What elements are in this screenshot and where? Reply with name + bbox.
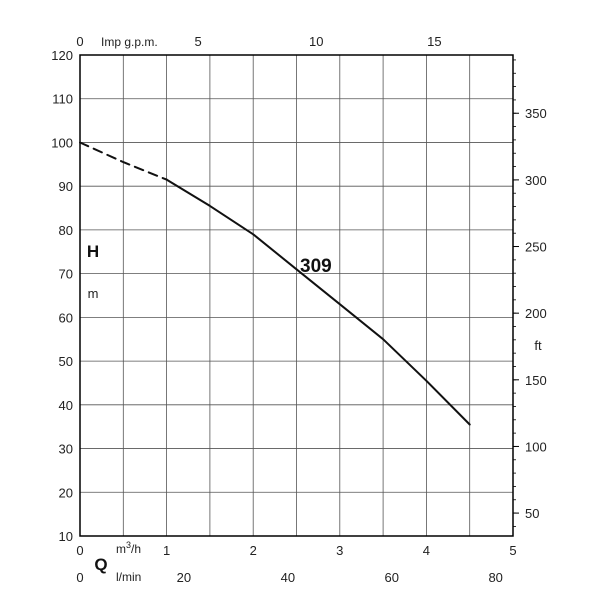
- y-tick-label: 60: [59, 310, 73, 325]
- top-tick-label: 15: [427, 34, 441, 49]
- y-tick-label: 90: [59, 179, 73, 194]
- plot-frame: [79, 54, 514, 537]
- x-tick-label: 0: [76, 543, 83, 558]
- y-tick-label: 30: [59, 442, 73, 457]
- y-tick-label: 10: [59, 529, 73, 544]
- right-tick-label: 300: [525, 173, 547, 188]
- top-tick-label: 5: [194, 34, 201, 49]
- curve-segment-dashed: [79, 141, 168, 181]
- y-tick-label: 20: [59, 485, 73, 500]
- curve-segment-solid: [165, 178, 471, 426]
- top-tick-label: 0: [76, 34, 83, 49]
- right-tick-label: 100: [525, 439, 547, 454]
- y-tick-label: 40: [59, 398, 73, 413]
- x-axis-unit-m3h: m3/h: [116, 540, 141, 556]
- grid: [79, 54, 514, 537]
- y-axis-unit: m: [88, 286, 99, 301]
- curve-309: [79, 141, 471, 426]
- x-tick-label: 2: [250, 543, 257, 558]
- x2-tick-label: 0: [76, 570, 83, 585]
- x-axis-unit-lmin: l/min: [116, 570, 141, 584]
- y-axis-symbol: H: [87, 242, 99, 261]
- y-tick-label: 100: [51, 135, 73, 150]
- top-axis-unit: Imp g.p.m.: [101, 35, 158, 49]
- x-tick-label: 4: [423, 543, 430, 558]
- x2-tick-label: 80: [488, 570, 502, 585]
- right-tick-label: 150: [525, 373, 547, 388]
- right-tick-label: 250: [525, 240, 547, 255]
- x2-tick-label: 20: [177, 570, 191, 585]
- x2-tick-label: 60: [385, 570, 399, 585]
- right-tick-label: 350: [525, 106, 547, 121]
- x-tick-label: 3: [336, 543, 343, 558]
- x-tick-label: 5: [509, 543, 516, 558]
- right-tick-label: 200: [525, 306, 547, 321]
- y-tick-label: 110: [52, 92, 73, 107]
- y-tick-label: 80: [59, 223, 73, 238]
- right-tick-label: 50: [525, 506, 539, 521]
- curve-label: 309: [300, 256, 332, 277]
- y-tick-label: 50: [59, 354, 73, 369]
- right-axis-unit: ft: [534, 338, 542, 353]
- x-tick-label: 1: [163, 543, 170, 558]
- y-tick-label: 70: [59, 267, 73, 282]
- top-tick-label: 10: [309, 34, 323, 49]
- x2-tick-label: 40: [281, 570, 295, 585]
- y-tick-label: 120: [51, 48, 73, 63]
- x-axis-symbol: Q: [94, 555, 107, 574]
